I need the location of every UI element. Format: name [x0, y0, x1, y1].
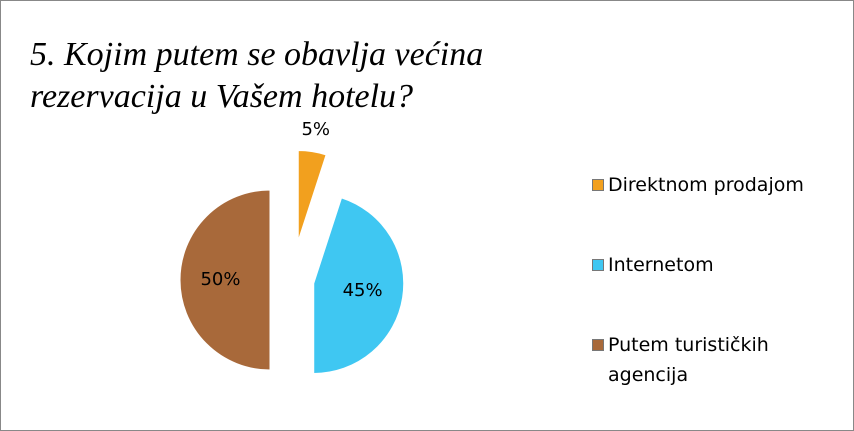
- legend-swatch: [592, 259, 604, 271]
- data-label: 5%: [301, 119, 330, 140]
- pie-slice: [179, 189, 271, 371]
- legend-label: Direktnom prodajom: [608, 174, 804, 196]
- legend-swatch: [592, 339, 604, 351]
- legend-item: Putem turističkih agencija: [592, 330, 832, 390]
- pie-slice: [297, 149, 327, 241]
- legend-item: Direktnom prodajom: [592, 170, 832, 200]
- data-label: 50%: [200, 269, 240, 290]
- chart-title: 5. Kojim putem se obavlja većina rezerva…: [30, 36, 484, 115]
- legend-label: Internetom: [608, 254, 714, 276]
- data-label: 45%: [343, 280, 383, 301]
- legend-swatch: [592, 179, 604, 191]
- pie-slice: [313, 197, 405, 374]
- legend-item: Internetom: [592, 250, 832, 280]
- legend-label: Putem turističkih agencija: [608, 334, 769, 386]
